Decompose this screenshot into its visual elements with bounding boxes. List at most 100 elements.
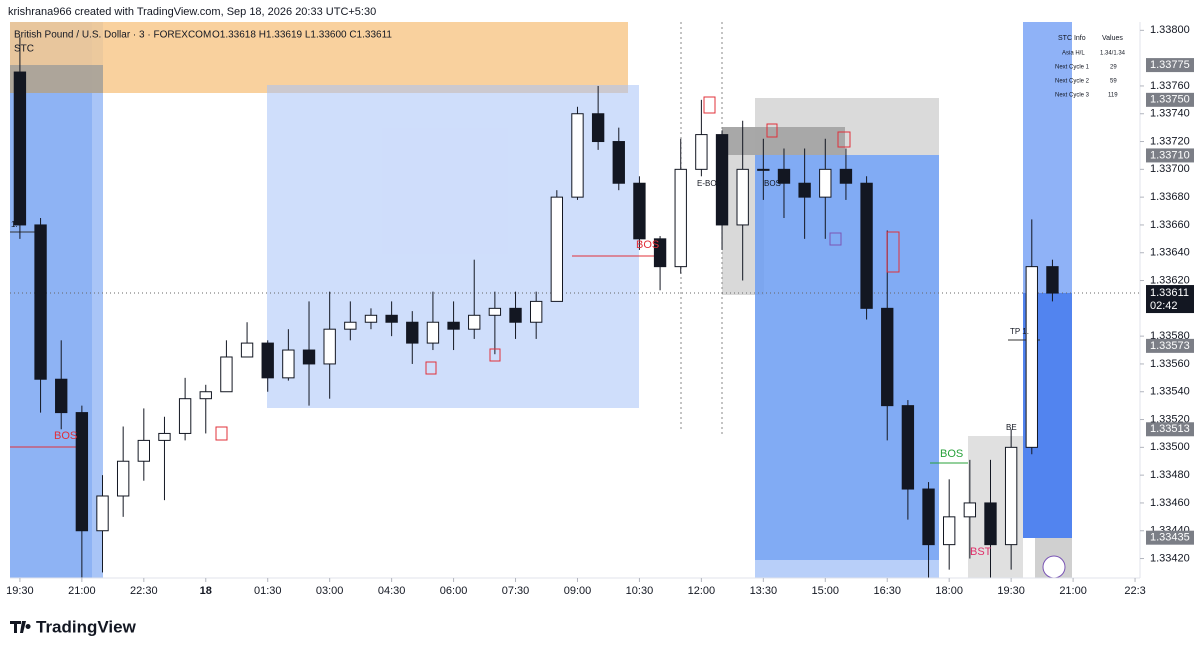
candle-body [674,168,687,268]
candle-body [571,113,584,198]
stc-table: STC Info Values Asia H/L 1.34/1.34 Next … [1055,35,1126,99]
candle-body [261,342,274,379]
y-tick-label: 1.33620 [1150,274,1190,286]
candle-body [178,398,192,434]
candle-body [34,224,47,380]
x-tick-label: 13:30 [750,585,778,597]
x-tick-label: 01:30 [254,585,282,597]
marker-box [703,96,716,114]
candle-body [839,168,853,184]
zone [755,560,939,578]
logo: TradingView [10,617,137,636]
price-tag [1146,530,1194,545]
candle-body [240,342,254,358]
y-tick-label: 1.33720 [1150,135,1190,147]
table-cell: 29 [1110,65,1117,71]
candle-body [984,502,997,546]
price-tag-label: 1.33750 [1150,94,1190,106]
countdown: 02:42 [1150,300,1178,312]
markers: BOS BOS E-BOS BOS BOS TP 1. BE BST 1. [11,96,1066,579]
candle-body [323,328,336,365]
y-tick-label: 1.33560 [1150,358,1190,370]
candle-body [943,516,956,546]
table-header: STC Info [1058,35,1086,42]
candle-body [282,349,295,379]
candle-body [798,182,811,198]
price-tag [1146,58,1194,73]
candle-body [447,321,460,330]
price-tag-label: 1.33513 [1150,423,1190,435]
x-tick-label: 12:00 [688,585,716,597]
x-tick-label: 06:00 [440,585,468,597]
candle-body [777,168,791,184]
candle-body [220,356,233,393]
annotation: BOS [636,239,659,251]
last-price-tag [1146,285,1194,314]
ohlc: O1.33618 H1.33619 L1.33600 C1.33611 [212,30,392,41]
annotation: BOS [940,448,963,460]
axes: 1.33800 1.33760 1.33740 1.33720 1.33700 1.336… [6,24,1194,597]
y-tick-label: 1.33700 [1150,163,1190,175]
marker-box [425,361,437,375]
y-tick-label: 1.33420 [1150,552,1190,564]
candle-body [922,488,935,546]
logo-icon [10,621,31,633]
annotation: BE [1006,423,1017,432]
y-tick-label: 1.33800 [1150,24,1190,36]
candle-body [488,307,502,316]
annotation: BOS [764,179,781,188]
table-cell: Asia H/L [1062,51,1085,57]
candle-body [612,141,625,184]
candle-body [509,307,522,323]
alert-icon[interactable] [1042,555,1066,579]
x-tick-label: 15:00 [812,585,840,597]
candle-body [715,134,729,226]
marker-box [215,426,228,441]
table-cell: Next Cycle 2 [1055,79,1090,85]
candle-body [1025,266,1038,448]
candle-body [116,460,130,497]
marker-box [886,231,900,273]
x-tick-label: 16:30 [873,585,901,597]
x-tick-label: 22:3 [1124,585,1145,597]
y-tick-label: 1.33740 [1150,108,1190,120]
candle-body [406,321,419,344]
candle-body [1046,266,1059,294]
candle-body [736,168,749,226]
x-tick-label: 22:30 [130,585,158,597]
candle-body [901,405,915,490]
candle-body [695,134,708,170]
zone [1023,22,1072,293]
annotation: BOS [54,430,77,442]
x-tick-label: 18 [200,585,212,597]
candle-body [344,321,357,330]
candle-body [529,300,543,323]
price-tag [1146,148,1194,163]
x-tick-label: 21:00 [68,585,96,597]
candle-body [1004,446,1018,546]
x-tick-label: 10:30 [626,585,654,597]
candle-body [13,71,27,226]
candle-body [819,168,832,198]
x-tick-label: 04:30 [378,585,406,597]
candle-body [426,321,440,344]
candle-body [75,412,89,532]
price-tag-label: 1.33710 [1150,149,1190,161]
x-tick-label: 19:30 [6,585,34,597]
annotation: BST [970,546,992,558]
x-tick-label: 18:00 [935,585,963,597]
candle-body [55,378,68,414]
symbol: British Pound / U.S. Dollar · 3 · FOREXC… [14,30,211,41]
candle-body [96,495,109,532]
zone [92,22,103,578]
marker-box [829,232,842,246]
price-tag-label: 1.33775 [1150,59,1190,71]
candle-body [881,307,894,407]
indicator: STC [14,44,34,55]
zone [10,22,628,93]
y-tick-label: 1.33500 [1150,441,1190,453]
marker-box [766,123,778,138]
candle-body [364,314,378,323]
table-cell: 59 [1110,79,1117,85]
